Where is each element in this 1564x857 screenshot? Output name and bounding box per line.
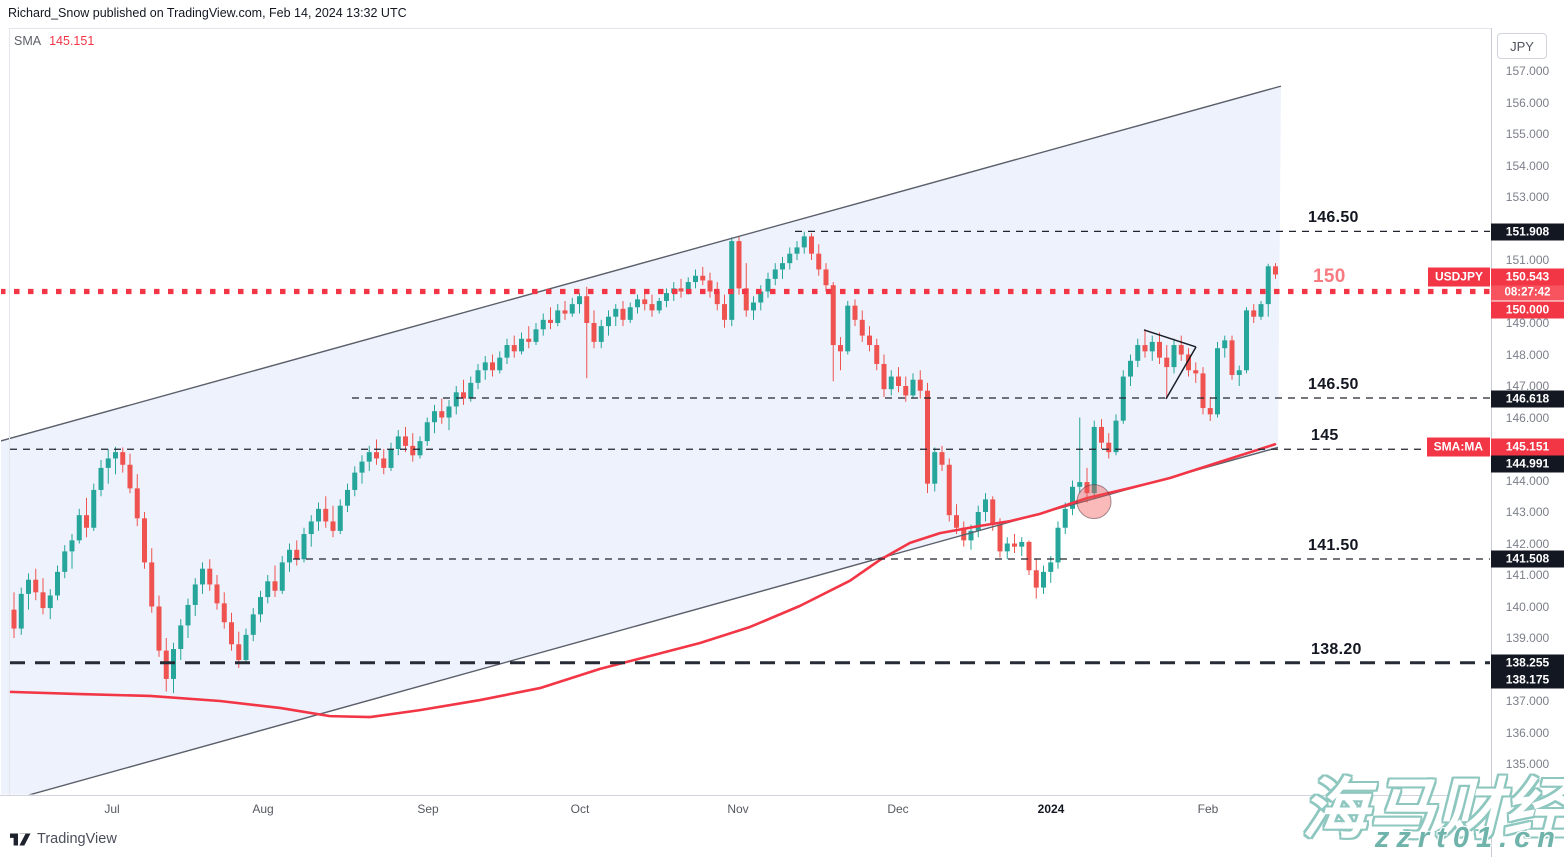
price-axis-tick: 148.000 <box>1505 347 1550 362</box>
indicator-name: SMA <box>14 34 42 48</box>
time-axis-label: Dec <box>887 802 909 816</box>
price-axis-badge: 150.000 <box>1491 301 1564 319</box>
price-axis-tick: 157.000 <box>1505 64 1550 78</box>
pane-top-border <box>9 28 1491 29</box>
time-axis-label: Aug <box>252 802 274 816</box>
price-axis-badge: 138.175 <box>1491 671 1564 689</box>
time-axis-label: Oct <box>570 802 590 816</box>
price-axis-tick: 155.000 <box>1505 127 1550 141</box>
publish-header: Richard_Snow published on TradingView.co… <box>8 6 407 20</box>
price-axis-tick: 146.000 <box>1505 410 1550 425</box>
indicator-legend[interactable]: SMA 145.151 <box>14 34 94 48</box>
price-axis-badge: 138.255 <box>1491 654 1564 672</box>
price-axis-badge: 151.908 <box>1491 223 1564 241</box>
time-axis-label: Jul <box>104 802 120 816</box>
price-axis-tick: 156.000 <box>1505 95 1550 110</box>
price-axis-tick: 142.000 <box>1505 536 1550 551</box>
tradingview-attribution[interactable]: TradingView <box>10 831 117 847</box>
price-line-label: 138.20 <box>1311 640 1362 658</box>
price-line-label: 146.50 <box>1308 209 1359 227</box>
time-axis-label: Feb <box>1197 802 1219 816</box>
price-axis-tick: 149.000 <box>1505 316 1550 330</box>
pane-left-border <box>9 28 10 795</box>
price-line-label: 146.50 <box>1308 376 1359 394</box>
tradingview-logo-icon <box>10 833 31 845</box>
indicator-value: 145.151 <box>49 34 95 48</box>
price-axis-tick: 151.000 <box>1505 253 1550 267</box>
price-line-label: 150 <box>1313 265 1346 287</box>
price-axis-tick: 141.000 <box>1505 568 1550 582</box>
watermark-url: zzrt01.cn <box>1374 822 1562 854</box>
price-axis-tick: 153.000 <box>1505 190 1550 204</box>
time-axis-label: Mar <box>1349 802 1371 816</box>
price-axis-tick: 140.000 <box>1505 599 1550 614</box>
price-axis-tick: 147.000 <box>1505 379 1550 393</box>
time-axis-border <box>0 795 1564 796</box>
price-axis-tick: 136.000 <box>1505 725 1550 740</box>
currency-unit-button[interactable]: JPY <box>1497 33 1547 59</box>
price-line-label: 141.50 <box>1308 536 1359 554</box>
price-axis-tick: 139.000 <box>1505 631 1550 645</box>
price-axis-tick: 154.000 <box>1505 158 1550 173</box>
price-axis-tick: 143.000 <box>1505 505 1550 519</box>
watermark-chinese: 海马财经 <box>1302 772 1564 846</box>
price-axis-badge: 145.151 <box>1491 438 1564 456</box>
tradingview-brand-text: TradingView <box>37 831 117 847</box>
time-axis-label: Nov <box>727 802 749 816</box>
symbol-price-label: SMA:MA <box>1426 437 1490 457</box>
price-axis-badge: 141.508 <box>1491 550 1564 568</box>
price-axis-tick: 135.000 <box>1505 757 1550 771</box>
price-axis-tick: 144.000 <box>1505 473 1550 488</box>
price-axis-badge: 08:27:42 <box>1491 285 1564 301</box>
price-axis-badge: 146.618 <box>1491 390 1564 408</box>
time-axis-label: 2024 <box>1037 802 1065 816</box>
symbol-price-label: USDJPY <box>1427 267 1490 287</box>
time-axis-label: Sep <box>417 802 439 816</box>
price-axis-badge: 144.991 <box>1491 455 1564 473</box>
price-line-label: 145 <box>1311 427 1339 445</box>
price-axis-badge: 150.543 <box>1491 268 1564 286</box>
price-axis-tick: 137.000 <box>1505 694 1550 708</box>
